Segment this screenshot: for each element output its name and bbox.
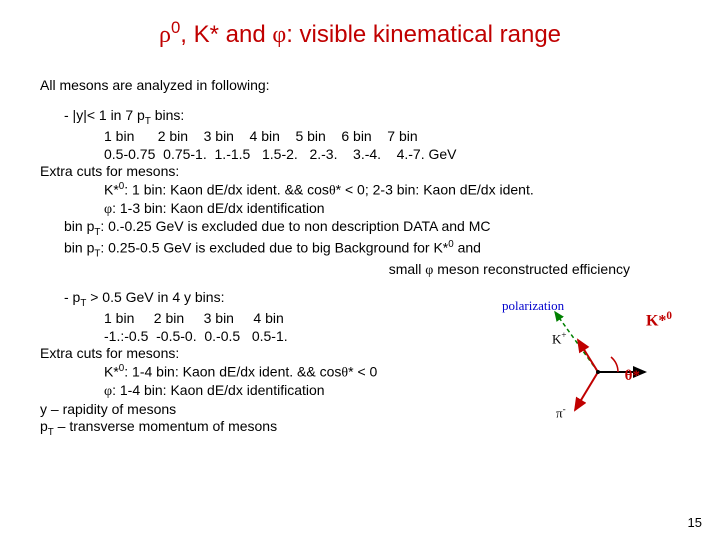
excluded-bin-2: bin pT: 0.25-0.5 GeV is excluded due to … (64, 239, 680, 261)
ptbins-header: - pT > 0.5 GeV in 4 y bins: (64, 289, 470, 310)
extra-cuts-label-a: Extra cuts for mesons: (40, 163, 680, 181)
ptbins-ranges: -1.:-0.5 -0.5-0. 0.-0.5 0.5-1. (104, 328, 470, 346)
phi-cut-a: φ: 1-3 bin: Kaon dE/dx identification (104, 200, 680, 219)
block-pt-bins: - |y|< 1 in 7 pT bins: 1 bin 2 bin 3 bin… (40, 107, 680, 279)
phi-cut-b: φ: 1-4 bin: Kaon dE/dx identification (104, 382, 470, 401)
page-number: 15 (688, 515, 702, 530)
intro-text: All mesons are analyzed in following: (40, 77, 680, 93)
kstar-cut-a: K*0: 1 bin: Kaon dE/dx ident. && cosθ* <… (104, 181, 680, 200)
excluded-bin-1: bin pT: 0.-0.25 GeV is excluded due to n… (64, 218, 680, 239)
rapidity-def: y – rapidity of mesons (40, 401, 470, 419)
polarization-label: polarization (502, 298, 564, 314)
block-y-bins: - pT > 0.5 GeV in 4 y bins: 1 bin 2 bin … (40, 289, 470, 439)
kstar-cut-b: K*0: 1-4 bin: Kaon dE/dx ident. && cosθ*… (104, 363, 470, 382)
ptbins-labels: 1 bin 2 bin 3 bin 4 bin (104, 310, 470, 328)
diagram-svg (520, 300, 650, 430)
slide-title: ρ0, K* and φ: visible kinematical range (40, 18, 680, 49)
theta-label: θ* (625, 368, 640, 385)
polarization-diagram: polarization K*0 K+ θ* π- (520, 300, 650, 430)
kstar0-label: K*0 (646, 310, 672, 330)
ybins-header: - |y|< 1 in 7 pT bins: (64, 107, 680, 128)
pt-def: pT – transverse momentum of mesons (40, 418, 470, 439)
kplus-label: K+ (552, 330, 567, 347)
extra-cuts-label-b: Extra cuts for mesons: (40, 345, 470, 363)
ybins-ranges: 0.5-0.75 0.75-1. 1.-1.5 1.5-2. 2.-3. 3.-… (104, 146, 680, 164)
ybins-labels: 1 bin 2 bin 3 bin 4 bin 5 bin 6 bin 7 bi… (104, 128, 680, 146)
pi-label: π- (556, 404, 566, 421)
excluded-bin-2b: small φ meson reconstructed efficiency (40, 261, 680, 280)
